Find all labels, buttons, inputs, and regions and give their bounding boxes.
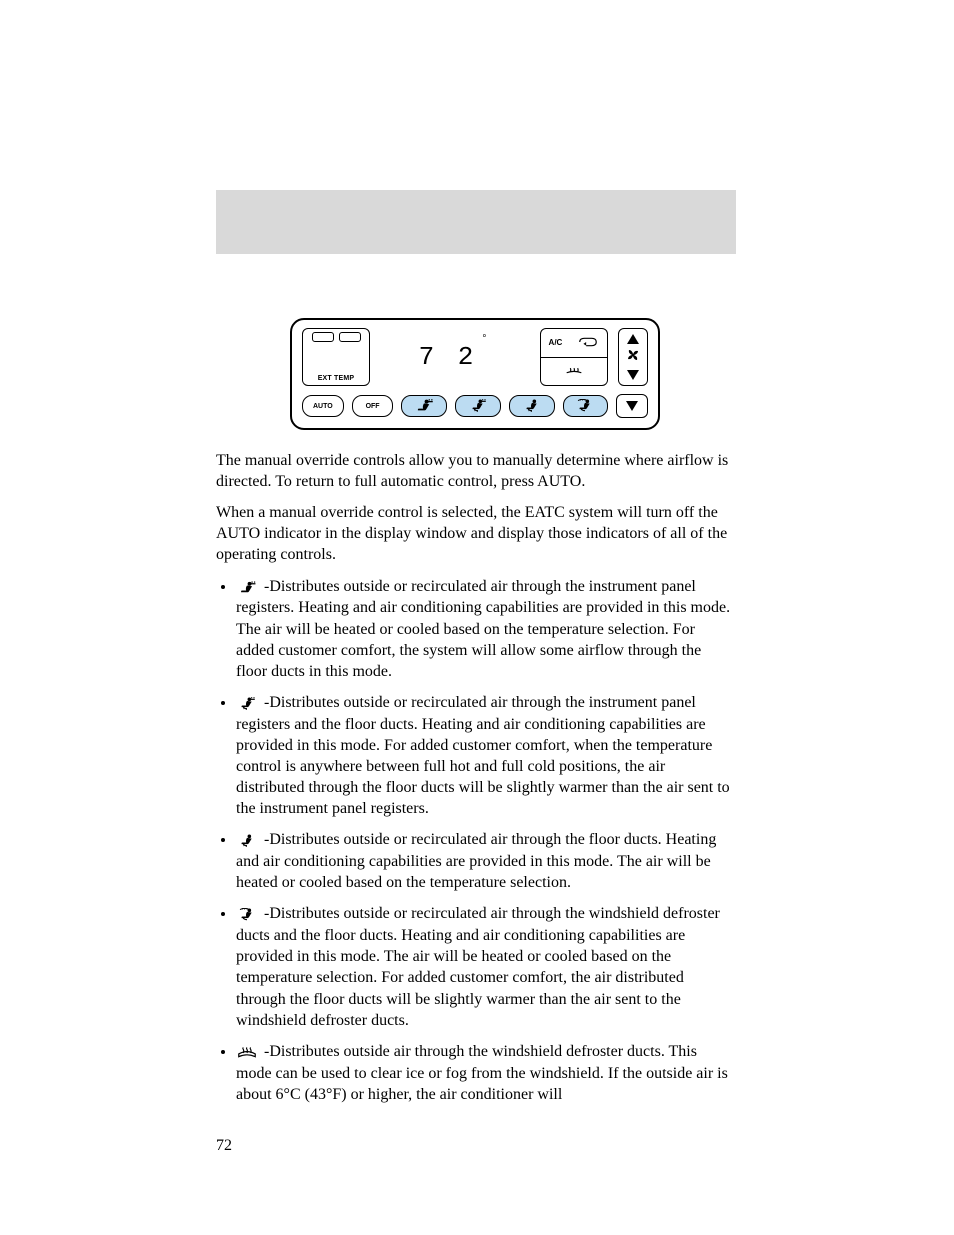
ext-temp-label: EXT TEMP xyxy=(318,375,355,382)
page-number: 72 xyxy=(216,1137,232,1155)
mode-list: -Distributes outside or recirculated air… xyxy=(216,576,736,1105)
arrow-down-icon xyxy=(627,370,639,380)
list-item: -Distributes outside or recirculated air… xyxy=(236,903,736,1030)
auto-button: AUTO xyxy=(302,395,344,417)
climate-panel-figure: EXT TEMP 7 2° A/C xyxy=(290,318,660,430)
list-item: -Distributes outside or recirculated air… xyxy=(236,829,736,893)
paragraph: When a manual override control is select… xyxy=(216,502,736,565)
defrost-floor-icon xyxy=(236,904,260,925)
front-defrost-icon xyxy=(236,1042,260,1063)
fan-icon xyxy=(627,348,639,366)
body-text: The manual override controls allow you t… xyxy=(216,450,736,1115)
panel-vent-icon xyxy=(236,576,260,597)
auto-label: AUTO xyxy=(313,403,333,410)
header-band xyxy=(216,190,736,254)
list-item: -Distributes outside or recirculated air… xyxy=(236,576,736,682)
recirculate-icon xyxy=(577,336,599,350)
mode-floor-button xyxy=(509,395,555,417)
climate-panel: EXT TEMP 7 2° A/C xyxy=(290,318,660,430)
ext-temp-button-group: EXT TEMP xyxy=(302,328,370,386)
temp-down-button xyxy=(616,394,648,418)
arrow-down-icon xyxy=(626,401,638,411)
paragraph: The manual override controls allow you t… xyxy=(216,450,736,492)
temperature-value: 7 2 xyxy=(419,342,478,372)
off-button: OFF xyxy=(352,395,394,417)
rear-defrost-icon xyxy=(563,364,585,378)
slot-icon xyxy=(339,332,361,342)
bullet-text: -Distributes outside air through the win… xyxy=(236,1043,728,1103)
temperature-display: 7 2° xyxy=(380,328,530,386)
panel-floor-vent-icon xyxy=(236,693,260,714)
ac-row: A/C xyxy=(541,329,607,357)
mode-defrost-floor-button xyxy=(563,395,609,417)
mode-panel-floor-button xyxy=(455,395,501,417)
mode-panel-button xyxy=(401,395,447,417)
fan-speed-group xyxy=(618,328,648,386)
bullet-text: -Distributes outside or recirculated air… xyxy=(236,905,720,1028)
degree-icon: ° xyxy=(481,334,491,345)
off-label: OFF xyxy=(366,403,380,410)
list-item: -Distributes outside air through the win… xyxy=(236,1041,736,1105)
bullet-text: -Distributes outside or recirculated air… xyxy=(236,831,716,891)
arrow-up-icon xyxy=(627,334,639,344)
bullet-text: -Distributes outside or recirculated air… xyxy=(236,578,730,680)
rear-defrost-row xyxy=(541,357,607,386)
manual-page: EXT TEMP 7 2° A/C xyxy=(0,0,954,1235)
floor-vent-icon xyxy=(236,830,260,851)
indicator-slots xyxy=(312,332,361,342)
slot-icon xyxy=(312,332,334,342)
list-item: -Distributes outside or recirculated air… xyxy=(236,692,736,819)
ac-recirculate-group: A/C xyxy=(540,328,608,386)
ac-label: A/C xyxy=(549,338,563,347)
bullet-text: -Distributes outside or recirculated air… xyxy=(236,694,730,817)
